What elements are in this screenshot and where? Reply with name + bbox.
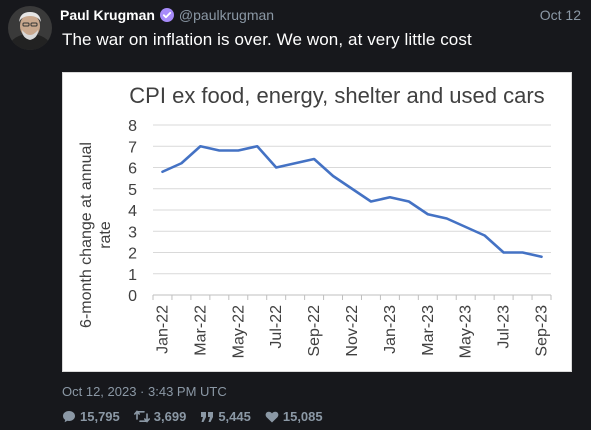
- y-tick-label: 8: [128, 118, 137, 135]
- x-tick-label: Sep-22: [306, 305, 323, 357]
- retweet-stat[interactable]: 3,699: [133, 409, 187, 424]
- x-tick-label: Jul-23: [496, 305, 513, 349]
- x-tick-label: Jul-22: [268, 305, 285, 349]
- quote-stat[interactable]: 5,445: [200, 409, 251, 424]
- retweet-icon: [133, 410, 150, 423]
- y-axis-label: 6-month change at annual: [78, 142, 95, 328]
- x-tick-label: May-22: [230, 305, 247, 358]
- y-tick-label: 2: [128, 246, 137, 263]
- y-tick-label: 0: [128, 288, 137, 305]
- tweet-stats: 15,795 3,699 5,445 15,085: [62, 409, 323, 424]
- verified-icon: [159, 7, 175, 23]
- y-tick-label: 3: [128, 224, 137, 241]
- like-count: 15,085: [282, 409, 323, 424]
- author-handle[interactable]: @paulkrugman: [178, 7, 275, 23]
- x-tick-label: May-23: [458, 305, 475, 358]
- author-name[interactable]: Paul Krugman: [60, 7, 155, 23]
- y-tick-label: 5: [128, 182, 137, 199]
- x-tick-label: Nov-22: [344, 305, 361, 357]
- quote-icon: [200, 411, 214, 423]
- series-line: [161, 144, 543, 259]
- x-tick-label: Sep-23: [534, 305, 551, 357]
- reply-count: 15,795: [80, 409, 120, 424]
- x-tick-label: Jan-23: [382, 305, 399, 354]
- x-tick-label: Jan-22: [154, 305, 171, 354]
- reply-stat[interactable]: 15,795: [62, 409, 120, 424]
- reply-icon: [62, 410, 76, 423]
- like-stat[interactable]: 15,085: [265, 409, 323, 424]
- quote-count: 5,445: [218, 409, 251, 424]
- tweet-header: Paul Krugman @paulkrugman Oct 12: [60, 5, 581, 25]
- x-tick-label: Mar-22: [192, 305, 209, 356]
- chart-image[interactable]: CPI ex food, energy, shelter and used ca…: [62, 72, 572, 372]
- chart-title: CPI ex food, energy, shelter and used ca…: [129, 83, 544, 108]
- line-chart: CPI ex food, energy, shelter and used ca…: [78, 83, 552, 358]
- tweet-timestamp[interactable]: Oct 12, 2023 · 3:43 PM UTC: [62, 384, 227, 399]
- avatar[interactable]: [8, 6, 52, 50]
- tweet-text: The war on inflation is over. We won, at…: [62, 30, 472, 49]
- y-axis-label-cont: rate: [97, 221, 114, 249]
- x-tick-label: Mar-23: [420, 305, 437, 356]
- y-tick-label: 6: [128, 161, 137, 178]
- y-tick-label: 7: [128, 139, 137, 156]
- y-tick-label: 4: [128, 203, 137, 220]
- y-tick-label: 1: [128, 267, 137, 284]
- tweet-date[interactable]: Oct 12: [539, 7, 581, 23]
- retweet-count: 3,699: [153, 409, 187, 424]
- heart-icon: [265, 411, 279, 423]
